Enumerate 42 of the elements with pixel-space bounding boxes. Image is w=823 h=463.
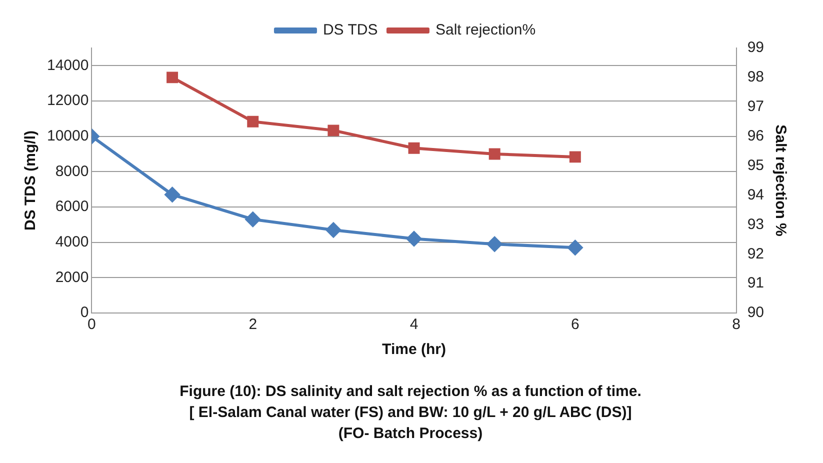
y2-tick-label: 91 xyxy=(747,274,764,292)
point xyxy=(568,240,583,256)
point xyxy=(406,231,422,246)
y2-tick-label: 90 xyxy=(747,304,764,322)
text: (FO- Batch Process) xyxy=(337,424,484,444)
legend-label: Salt rejection% xyxy=(435,22,536,39)
y-tick-label: 0 xyxy=(80,304,89,322)
point xyxy=(408,142,420,154)
y2-tick-label: 97 xyxy=(747,98,764,116)
x-tick-label: 8 xyxy=(732,316,740,334)
text: [ El-Salam Canal water (FS) and BW: 10 g/L + 20 g/L ABC (DS)] xyxy=(188,403,633,423)
y2-axis-title: Salt rejection % xyxy=(772,124,789,236)
legend-label: DS TDS xyxy=(322,22,378,39)
y2-tick-label: 98 xyxy=(747,68,764,86)
y-tick-label: 8000 xyxy=(55,162,89,180)
text: Figure (10): DS salinity and salt rejection % as a function of time. xyxy=(178,382,642,402)
point xyxy=(326,222,341,238)
y2-tick-label: 94 xyxy=(747,186,764,204)
y2-tick-label: 93 xyxy=(747,216,764,233)
point xyxy=(328,124,340,136)
point xyxy=(164,187,180,202)
y-tick-label: 10000 xyxy=(46,127,89,144)
y2-tick-label: 92 xyxy=(747,245,764,262)
y2-tick-label: 96 xyxy=(747,127,764,144)
y2-tick-label: 95 xyxy=(747,156,764,174)
y-tick-label: 4000 xyxy=(55,233,89,250)
x-tick-label: 6 xyxy=(570,316,580,334)
x-tick-label: 4 xyxy=(410,316,418,334)
y-tick-label: 6000 xyxy=(55,198,89,216)
point xyxy=(166,72,178,84)
point xyxy=(487,236,502,252)
y-tick-label: 12000 xyxy=(46,92,89,110)
y-tick-label: 2000 xyxy=(55,268,89,286)
y2-tick-label: 99 xyxy=(747,39,764,56)
point xyxy=(247,116,259,128)
point xyxy=(245,212,260,227)
y-tick-label: 14000 xyxy=(46,56,89,74)
x-tick-label: 2 xyxy=(248,316,258,334)
x-axis-title: Time (hr) xyxy=(382,341,446,358)
y-axis-title: DS TDS (mg/l) xyxy=(22,130,40,230)
point xyxy=(569,151,581,163)
point xyxy=(488,148,500,160)
